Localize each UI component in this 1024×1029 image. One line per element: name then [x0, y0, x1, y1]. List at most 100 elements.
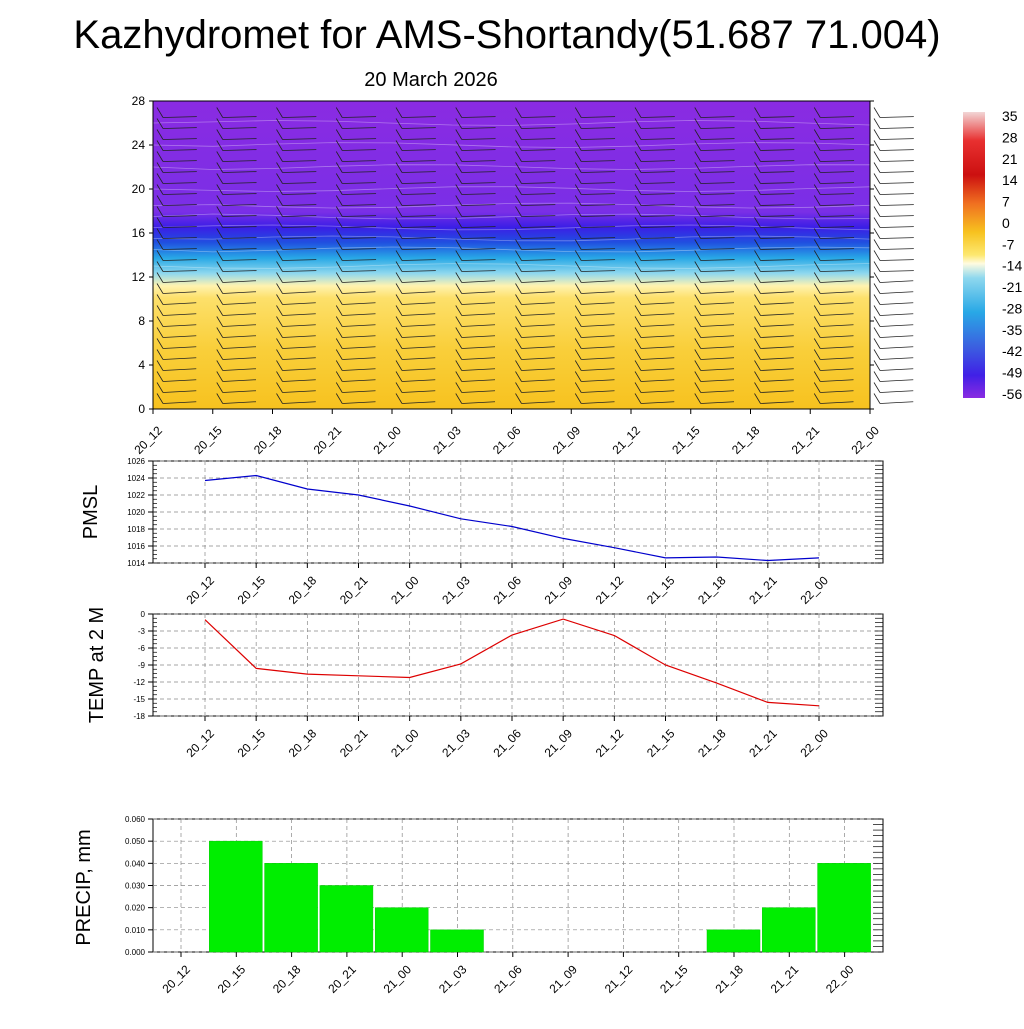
wind-barb-flag: [874, 394, 880, 404]
wind-barb: [880, 292, 913, 294]
panel-ytick-label: 1016: [127, 542, 145, 551]
wind-barb: [880, 227, 914, 228]
wind-barb: [880, 117, 914, 118]
colorbar-label: 28: [1002, 129, 1018, 145]
colorbar-label: 7: [1002, 194, 1010, 210]
wind-barb-flag: [874, 328, 880, 338]
precip-bar: [818, 863, 871, 952]
panel-ylabel: PRECIP, mm: [73, 829, 95, 945]
colorbar-gradient: [963, 112, 985, 398]
panel-xtick-label: 21_09: [542, 573, 576, 607]
wind-barb-flag: [874, 306, 880, 316]
heatmap-xtick-label: 21_12: [609, 423, 643, 457]
colorbar-label: 14: [1002, 172, 1018, 188]
panel-xtick-label: 22_00: [797, 726, 831, 760]
heatmap-xtick-label: 21_06: [490, 423, 524, 457]
wind-barb: [880, 139, 914, 140]
heatmap-ytick-label: 12: [132, 270, 146, 284]
panel-xtick-label: 21_21: [746, 573, 780, 607]
wind-barb-flag: [874, 141, 880, 151]
wind-barb: [880, 402, 913, 404]
panel-ytick-label: 0.050: [125, 837, 146, 846]
wind-barb-flag: [874, 273, 880, 283]
panel-ytick-label: 1014: [127, 559, 145, 568]
panel-xtick-label: 20_18: [270, 962, 304, 996]
wind-barb: [880, 281, 913, 283]
wind-barb-flag: [874, 372, 880, 382]
heatmap-ytick-label: 28: [132, 94, 146, 108]
panel-ytick-label: 1026: [127, 457, 145, 466]
wind-barb-flag: [874, 240, 880, 250]
panel-ytick-label: 0.020: [125, 904, 146, 913]
panel-xtick-label: 21_21: [746, 726, 780, 760]
panel-ytick-label: -3: [138, 627, 146, 636]
wind-barb-flag: [874, 174, 880, 184]
colorbar-label: -56: [1002, 386, 1022, 402]
panel-xtick-label: 20_12: [159, 962, 193, 996]
panel-xtick-label: 21_00: [381, 962, 415, 996]
panel-ytick-label: 1024: [127, 474, 145, 483]
panel-xtick-label: 21_12: [593, 573, 627, 607]
wind-barb: [880, 238, 914, 239]
panel-ytick-label: 0.040: [125, 859, 146, 868]
wind-barb-flag: [874, 218, 880, 228]
heatmap-xtick-label: 21_18: [729, 423, 763, 457]
panel-xtick-label: 21_03: [439, 726, 473, 760]
panel-ytick-label: 1020: [127, 508, 145, 517]
panel-ytick-label: 0.000: [125, 948, 146, 957]
wind-barb: [880, 249, 914, 250]
panel-xtick-label: 21_03: [439, 573, 473, 607]
colorbar-label: -42: [1002, 343, 1022, 359]
wind-barb-flag: [874, 317, 880, 327]
wind-barb: [880, 172, 914, 173]
colorbar-label: 0: [1002, 215, 1010, 231]
heatmap-xtick-label: 20_12: [131, 423, 165, 457]
panel-xtick-label: 22_00: [797, 573, 831, 607]
wind-barb-flag: [874, 350, 880, 360]
panel-xtick-label: 20_18: [286, 726, 320, 760]
panel-ytick-label: 0.030: [125, 882, 146, 891]
panel-xtick-label: 22_00: [823, 962, 857, 996]
heatmap-ytick-label: 20: [132, 182, 146, 196]
wind-barb: [880, 128, 914, 129]
wind-barb: [880, 314, 913, 316]
panel-xtick-label: 21_15: [657, 962, 691, 996]
wind-barb: [880, 369, 913, 371]
wind-barb: [880, 336, 913, 338]
wind-barb: [880, 271, 914, 272]
heatmap-xtick-label: 21_21: [789, 423, 823, 457]
wind-barb-flag: [874, 339, 880, 349]
panel-xtick-label: 20_15: [235, 573, 269, 607]
heatmap-xtick-label: 21_03: [430, 423, 464, 457]
panel-ytick-label: -12: [133, 678, 145, 687]
panel-ytick-label: 0.060: [125, 815, 146, 824]
heatmap-ytick-label: 24: [132, 138, 146, 152]
panel-xtick-label: 21_03: [436, 962, 470, 996]
panel-xtick-label: 20_12: [183, 573, 217, 607]
panel-ytick-label: 0.010: [125, 926, 146, 935]
panel-xtick-label: 21_18: [695, 726, 729, 760]
panel-ytick-label: -6: [138, 644, 146, 653]
panel-xtick-label: 20_18: [286, 573, 320, 607]
wind-barb-flag: [874, 185, 880, 195]
colorbar-label: -21: [1002, 279, 1022, 295]
wind-barb: [880, 205, 914, 206]
colorbar-label: -7: [1002, 236, 1015, 252]
wind-barb-flag: [874, 130, 880, 140]
panel-xtick-label: 21_00: [388, 573, 422, 607]
wind-barb: [880, 194, 914, 195]
figure-title: Kazhydromet for AMS-Shortandy(51.687 71.…: [73, 13, 940, 57]
wind-barb: [880, 216, 914, 217]
precip-bar: [375, 908, 428, 952]
heatmap-ytick-label: 8: [138, 314, 145, 328]
heatmap-xtick-label: 20_15: [191, 423, 225, 457]
panel-ylabel: TEMP at 2 M: [86, 607, 108, 723]
wind-barb-flag: [874, 284, 880, 294]
panel-xtick-label: 21_18: [695, 573, 729, 607]
wind-barb: [880, 347, 913, 349]
wind-barb-flag: [874, 152, 880, 162]
precip-bar: [707, 930, 760, 952]
